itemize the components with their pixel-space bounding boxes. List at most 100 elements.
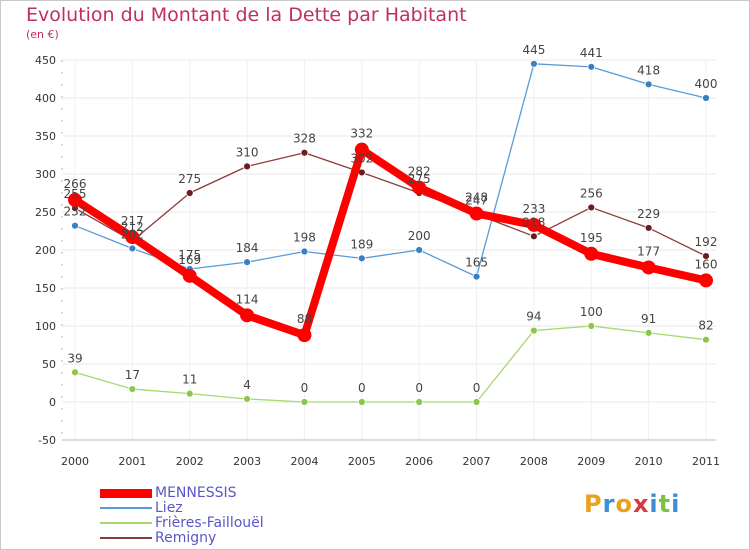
series-line (74, 325, 707, 403)
x-tick-label: 2010 (635, 455, 663, 468)
data-point (641, 260, 656, 275)
data-label: 198 (293, 231, 316, 245)
x-tick-label: 2004 (290, 455, 318, 468)
x-tick-label: 2003 (233, 455, 261, 468)
x-tick-label: 2008 (520, 455, 548, 468)
data-label: 200 (408, 229, 431, 243)
y-tick-label: 0 (49, 396, 56, 409)
data-point (415, 246, 424, 254)
data-label: 217 (121, 214, 144, 228)
data-point (644, 328, 653, 337)
data-point (587, 203, 596, 212)
data-label: 175 (178, 248, 201, 262)
data-label: 94 (526, 310, 541, 324)
data-point (182, 268, 197, 283)
data-label: 100 (580, 305, 603, 319)
series-line (74, 152, 707, 257)
legend-swatch (100, 489, 152, 498)
x-tick-label: 2005 (348, 455, 376, 468)
data-label: 82 (698, 319, 713, 333)
data-label: 332 (350, 127, 373, 141)
logo-letter: r (602, 490, 616, 518)
data-label: 91 (641, 312, 656, 326)
data-label: 302 (350, 151, 373, 165)
grid-layer (62, 59, 716, 441)
data-point (644, 80, 653, 89)
data-point (300, 148, 309, 157)
logo-letter: i (671, 490, 681, 518)
data-point (300, 247, 309, 256)
data-label: 184 (236, 241, 259, 255)
data-label: 0 (301, 381, 309, 395)
x-tick-label: 2001 (118, 455, 146, 468)
data-point (530, 326, 538, 335)
data-label: 233 (522, 202, 545, 216)
data-label: 4 (243, 378, 251, 392)
legend-swatch (100, 537, 152, 539)
data-point (71, 221, 79, 230)
data-label: 189 (350, 237, 373, 251)
data-point (185, 189, 194, 197)
logo-letter: t (658, 490, 672, 518)
data-label: 282 (408, 165, 431, 179)
data-label: 266 (64, 177, 87, 191)
data-label: 169 (178, 253, 201, 267)
data-label: 255 (64, 187, 87, 201)
data-label: 328 (293, 132, 316, 146)
data-point (71, 368, 79, 377)
data-label: 275 (408, 172, 431, 186)
data-label: 165 (465, 256, 488, 270)
data-label: 0 (358, 381, 366, 395)
x-tick-label: 2009 (577, 455, 605, 468)
y-tick-label: 50 (42, 358, 56, 371)
chart-title: Evolution du Montant de la Dette par Hab… (26, 4, 467, 26)
legend-swatch (100, 522, 152, 524)
data-label: 248 (465, 191, 488, 205)
data-label: 445 (522, 43, 545, 57)
data-point (587, 322, 596, 330)
data-point (530, 232, 538, 241)
data-point (702, 94, 710, 102)
legend-label: Liez (155, 500, 183, 516)
data-label: 441 (580, 46, 603, 60)
data-label: 232 (64, 205, 87, 219)
data-label: 202 (121, 227, 144, 241)
data-label: 11 (182, 373, 197, 387)
logo-letter: x (632, 490, 650, 518)
data-point (354, 142, 369, 157)
data-point (472, 272, 481, 281)
data-point (530, 59, 538, 68)
data-point (125, 230, 140, 245)
x-tick-label: 2002 (176, 455, 204, 468)
y-tick-label: 300 (35, 168, 56, 181)
data-point (240, 308, 255, 323)
y-tick-label: -50 (38, 434, 56, 447)
data-point (699, 273, 713, 288)
data-point (584, 246, 599, 261)
data-label: 310 (236, 145, 259, 159)
y-tick-label: 400 (35, 92, 56, 105)
data-label: 192 (695, 235, 718, 249)
data-label: 17 (125, 368, 140, 382)
data-label: 0 (473, 381, 481, 395)
legend-label: Frières-Faillouël (155, 515, 264, 531)
data-point (357, 254, 366, 263)
y-tick-label: 100 (35, 320, 56, 333)
data-point (300, 398, 309, 406)
x-tick-label: 2007 (463, 455, 491, 468)
logo-letter: i (649, 490, 659, 518)
logo-letter: P (584, 490, 603, 518)
data-point (128, 385, 137, 393)
data-label: 218 (522, 215, 545, 229)
data-point (243, 162, 251, 171)
data-label: 247 (465, 193, 488, 207)
data-point (415, 398, 424, 406)
data-label: 39 (67, 351, 82, 365)
data-label: 177 (637, 244, 660, 258)
data-label: 212 (121, 220, 144, 234)
data-label: 256 (580, 186, 603, 200)
